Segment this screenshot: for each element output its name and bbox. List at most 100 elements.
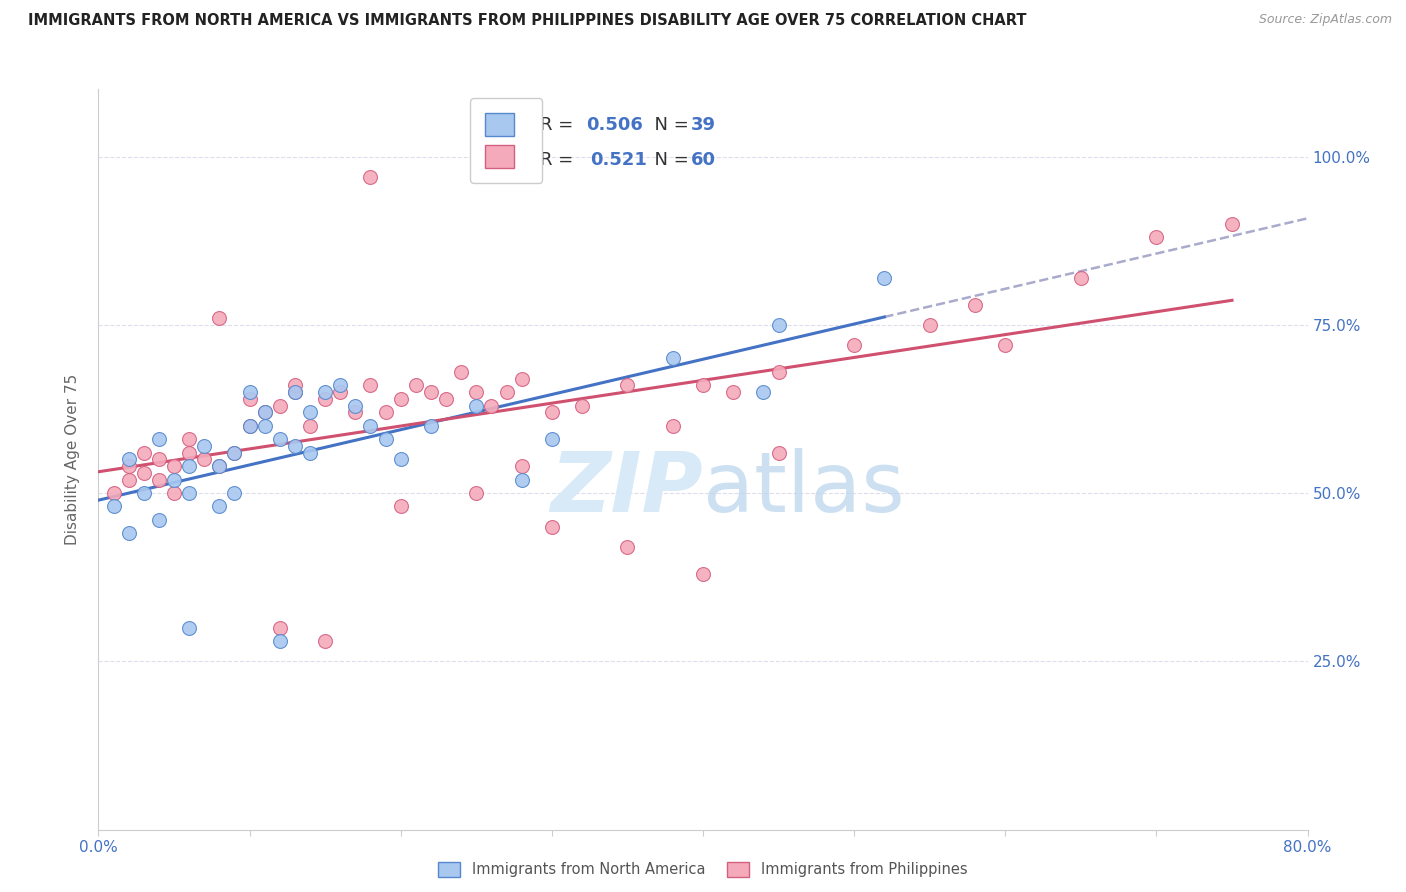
Point	[510, 473, 533, 487]
Point	[163, 473, 186, 487]
Point	[450, 365, 472, 379]
Point	[752, 385, 775, 400]
Text: N =: N =	[643, 151, 695, 169]
Point	[314, 385, 336, 400]
Point	[253, 418, 276, 433]
Text: ZIP: ZIP	[550, 449, 703, 530]
Point	[103, 500, 125, 514]
Text: atlas: atlas	[703, 449, 904, 530]
Point	[994, 338, 1017, 352]
Point	[253, 405, 276, 419]
Point	[1220, 217, 1243, 231]
Point	[360, 378, 382, 392]
Point	[163, 486, 186, 500]
Point	[389, 500, 412, 514]
Point	[465, 486, 488, 500]
Text: N =: N =	[643, 116, 695, 134]
Point	[132, 466, 155, 480]
Point	[148, 432, 170, 446]
Point	[179, 621, 201, 635]
Point	[299, 405, 322, 419]
Point	[329, 385, 352, 400]
Point	[616, 378, 638, 392]
Point	[571, 399, 593, 413]
Point	[465, 385, 488, 400]
Point	[360, 418, 382, 433]
Point	[540, 519, 562, 533]
Point	[118, 473, 141, 487]
Point	[208, 311, 231, 326]
Text: 0.506: 0.506	[586, 116, 643, 134]
Point	[420, 418, 443, 433]
Point	[239, 418, 262, 433]
Point	[239, 392, 262, 406]
Point	[269, 634, 291, 648]
Point	[148, 452, 170, 467]
Point	[179, 459, 201, 474]
Legend: , : ,	[470, 98, 543, 183]
Point	[873, 270, 896, 285]
Point	[224, 486, 246, 500]
Point	[179, 432, 201, 446]
Point	[510, 459, 533, 474]
Point	[540, 432, 562, 446]
Point	[314, 634, 336, 648]
Point	[661, 351, 683, 366]
Text: 39: 39	[690, 116, 716, 134]
Point	[193, 439, 215, 453]
Text: 0.521: 0.521	[591, 151, 647, 169]
Point	[148, 473, 170, 487]
Point	[179, 445, 201, 459]
Point	[723, 385, 745, 400]
Point	[768, 445, 790, 459]
Text: IMMIGRANTS FROM NORTH AMERICA VS IMMIGRANTS FROM PHILIPPINES DISABILITY AGE OVER: IMMIGRANTS FROM NORTH AMERICA VS IMMIGRA…	[28, 13, 1026, 29]
Point	[314, 392, 336, 406]
Point	[118, 459, 141, 474]
Point	[360, 169, 382, 184]
Point	[844, 338, 866, 352]
Text: R =: R =	[540, 116, 579, 134]
Point	[374, 405, 396, 419]
Point	[768, 365, 790, 379]
Point	[299, 445, 322, 459]
Point	[661, 418, 683, 433]
Point	[299, 418, 322, 433]
Point	[434, 392, 457, 406]
Point	[193, 452, 215, 467]
Point	[253, 405, 276, 419]
Point	[692, 566, 714, 581]
Point	[284, 385, 307, 400]
Point	[163, 459, 186, 474]
Point	[132, 486, 155, 500]
Point	[768, 318, 790, 332]
Point	[540, 405, 562, 419]
Point	[269, 432, 291, 446]
Point	[208, 500, 231, 514]
Point	[284, 385, 307, 400]
Point	[179, 486, 201, 500]
Point	[495, 385, 517, 400]
Point	[1144, 230, 1167, 244]
Point	[344, 399, 367, 413]
Point	[329, 378, 352, 392]
Point	[1070, 270, 1092, 285]
Point	[918, 318, 941, 332]
Point	[465, 399, 488, 413]
Point	[344, 405, 367, 419]
Point	[284, 378, 307, 392]
Point	[692, 378, 714, 392]
Point	[118, 452, 141, 467]
Text: 60: 60	[690, 151, 716, 169]
Point	[374, 432, 396, 446]
Point	[284, 439, 307, 453]
Point	[510, 371, 533, 385]
Point	[405, 378, 427, 392]
Point	[208, 459, 231, 474]
Text: Source: ZipAtlas.com: Source: ZipAtlas.com	[1258, 13, 1392, 27]
Point	[239, 385, 262, 400]
Legend: Immigrants from North America, Immigrants from Philippines: Immigrants from North America, Immigrant…	[432, 855, 974, 885]
Point	[132, 445, 155, 459]
Point	[616, 540, 638, 554]
Point	[103, 486, 125, 500]
Point	[148, 513, 170, 527]
